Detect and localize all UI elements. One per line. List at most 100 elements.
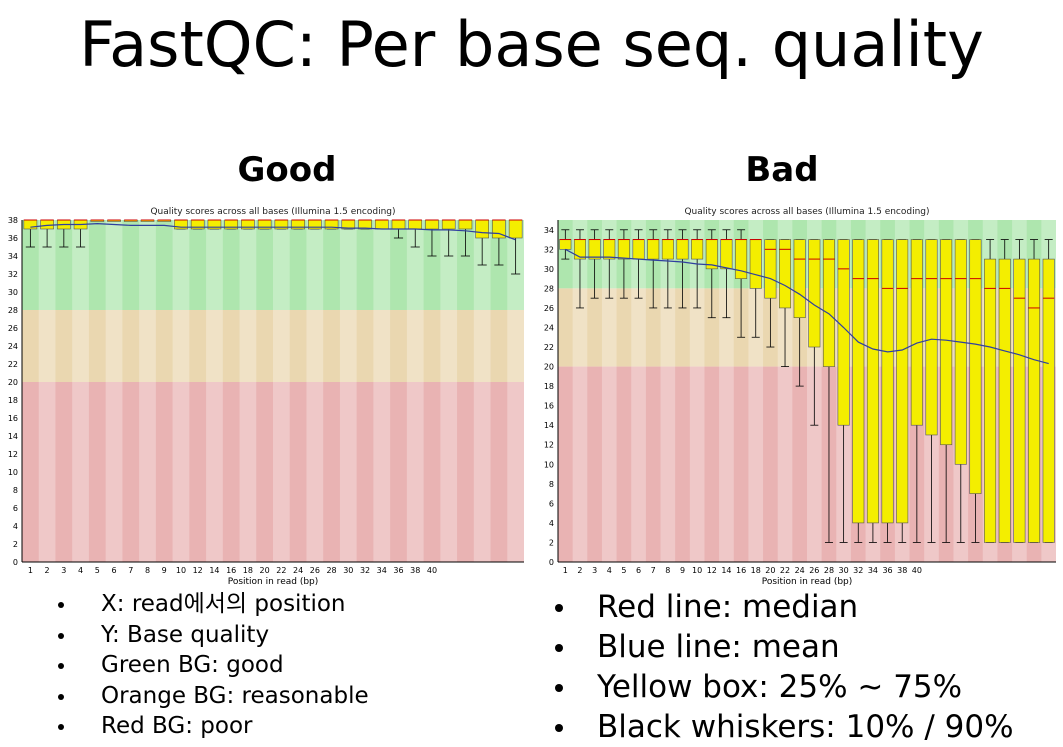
quality-box	[749, 239, 762, 289]
column-stripe	[306, 220, 324, 562]
list-item: X: read에서의 position	[58, 589, 369, 620]
column-stripe	[631, 220, 646, 562]
x-tick-label: 12	[707, 566, 717, 575]
x-tick-label: 30	[343, 566, 353, 575]
x-tick-label: 1	[28, 566, 33, 575]
mean-line	[30, 222, 516, 241]
quality-box	[1013, 258, 1026, 543]
quality-box	[475, 219, 489, 239]
x-tick-label: 20	[765, 566, 775, 575]
bullet-text: Black whiskers: 10% / 90%	[597, 709, 1014, 745]
y-tick-label: 20	[544, 363, 554, 372]
x-tick-label: 1	[563, 566, 568, 575]
x-tick-label: 18	[751, 566, 761, 575]
x-tick-label: 12	[193, 566, 203, 575]
quality-box	[808, 239, 821, 348]
quality-box	[23, 219, 38, 230]
quality-box	[1042, 258, 1055, 543]
x-tick-label: 22	[276, 566, 286, 575]
x-tick-label: 8	[665, 566, 670, 575]
quality-box	[603, 239, 616, 260]
x-tick-label: 6	[111, 566, 116, 575]
quality-box	[822, 239, 835, 367]
x-tick-label: 28	[326, 566, 336, 575]
y-tick-label: 20	[8, 378, 18, 387]
y-tick-label: 14	[8, 432, 18, 441]
x-axis-label: Position in read (bp)	[762, 577, 853, 587]
quality-box	[764, 239, 777, 299]
quality-box	[661, 239, 674, 260]
y-tick-label: 30	[544, 265, 554, 274]
column-stripe	[440, 220, 458, 562]
x-tick-label: 8	[145, 566, 150, 575]
column-stripe	[406, 220, 424, 562]
x-tick-label: 34	[377, 566, 387, 575]
quality-box	[408, 219, 423, 230]
y-tick-label: 26	[8, 324, 18, 333]
column-stripe	[105, 220, 123, 562]
column-stripe	[72, 220, 89, 562]
y-tick-label: 2	[13, 540, 18, 549]
list-item: Orange BG: reasonable	[58, 681, 369, 712]
y-tick-label: 2	[549, 538, 554, 547]
column-stripe	[473, 220, 491, 562]
list-item: Yellow box: 25% ~ 75%	[555, 667, 1014, 707]
x-tick-label: 16	[736, 566, 746, 575]
bullet-text: Red line: median	[597, 589, 859, 625]
column-stripe	[572, 220, 588, 562]
quality-box	[881, 239, 894, 524]
y-tick-label: 10	[8, 468, 18, 477]
y-tick-label: 4	[549, 519, 554, 528]
y-tick-label: 38	[8, 216, 18, 225]
quality-box	[425, 219, 439, 230]
list-item: Y: Base quality	[58, 620, 369, 651]
x-tick-label: 10	[692, 566, 702, 575]
column-stripe	[748, 220, 764, 562]
y-tick-label: 6	[549, 499, 554, 508]
bullet-icon	[58, 693, 64, 700]
y-tick-label: 6	[13, 504, 18, 513]
y-tick-label: 34	[544, 226, 554, 235]
quality-box	[458, 219, 473, 230]
bad-notes-list: Red line: median Blue line: mean Yellow …	[555, 587, 1014, 747]
zone-reasonable	[22, 310, 524, 382]
x-tick-label: 4	[78, 566, 83, 575]
y-tick-label: 16	[8, 414, 18, 423]
column-stripe	[373, 220, 391, 562]
x-tick-label: 26	[809, 566, 819, 575]
x-tick-label: 26	[310, 566, 320, 575]
y-tick-label: 34	[8, 252, 18, 261]
bullet-icon	[555, 604, 563, 612]
quality-box	[954, 239, 967, 465]
x-tick-label: 9	[162, 566, 167, 575]
y-tick-label: 18	[8, 396, 18, 405]
column-stripe	[139, 220, 156, 562]
y-tick-label: 0	[549, 558, 554, 567]
x-tick-label: 7	[651, 566, 656, 575]
x-tick-label: 32	[853, 566, 863, 575]
x-tick-label: 36	[882, 566, 892, 575]
bullet-icon	[555, 644, 563, 652]
x-tick-label: 36	[393, 566, 403, 575]
y-tick-label: 32	[8, 270, 18, 279]
x-tick-label: 7	[128, 566, 133, 575]
y-tick-label: 14	[544, 421, 554, 430]
x-tick-label: 18	[243, 566, 253, 575]
quality-box	[866, 239, 879, 524]
y-tick-label: 8	[13, 486, 18, 495]
quality-box	[508, 219, 523, 239]
y-tick-label: 24	[8, 342, 18, 351]
quality-box	[735, 239, 748, 279]
zone-good	[22, 220, 524, 310]
list-item: Black whiskers: 10% / 90%	[555, 707, 1014, 747]
x-tick-label: 14	[209, 566, 219, 575]
y-tick-label: 30	[8, 288, 18, 297]
y-tick-label: 32	[544, 245, 554, 254]
bullet-text: Red BG: poor	[101, 713, 253, 739]
y-tick-label: 4	[13, 522, 18, 531]
mean-line	[565, 248, 1049, 365]
column-stripe	[507, 220, 524, 562]
y-tick-label: 36	[8, 234, 18, 243]
y-tick-label: 12	[544, 441, 554, 450]
column-stripe	[601, 220, 617, 562]
